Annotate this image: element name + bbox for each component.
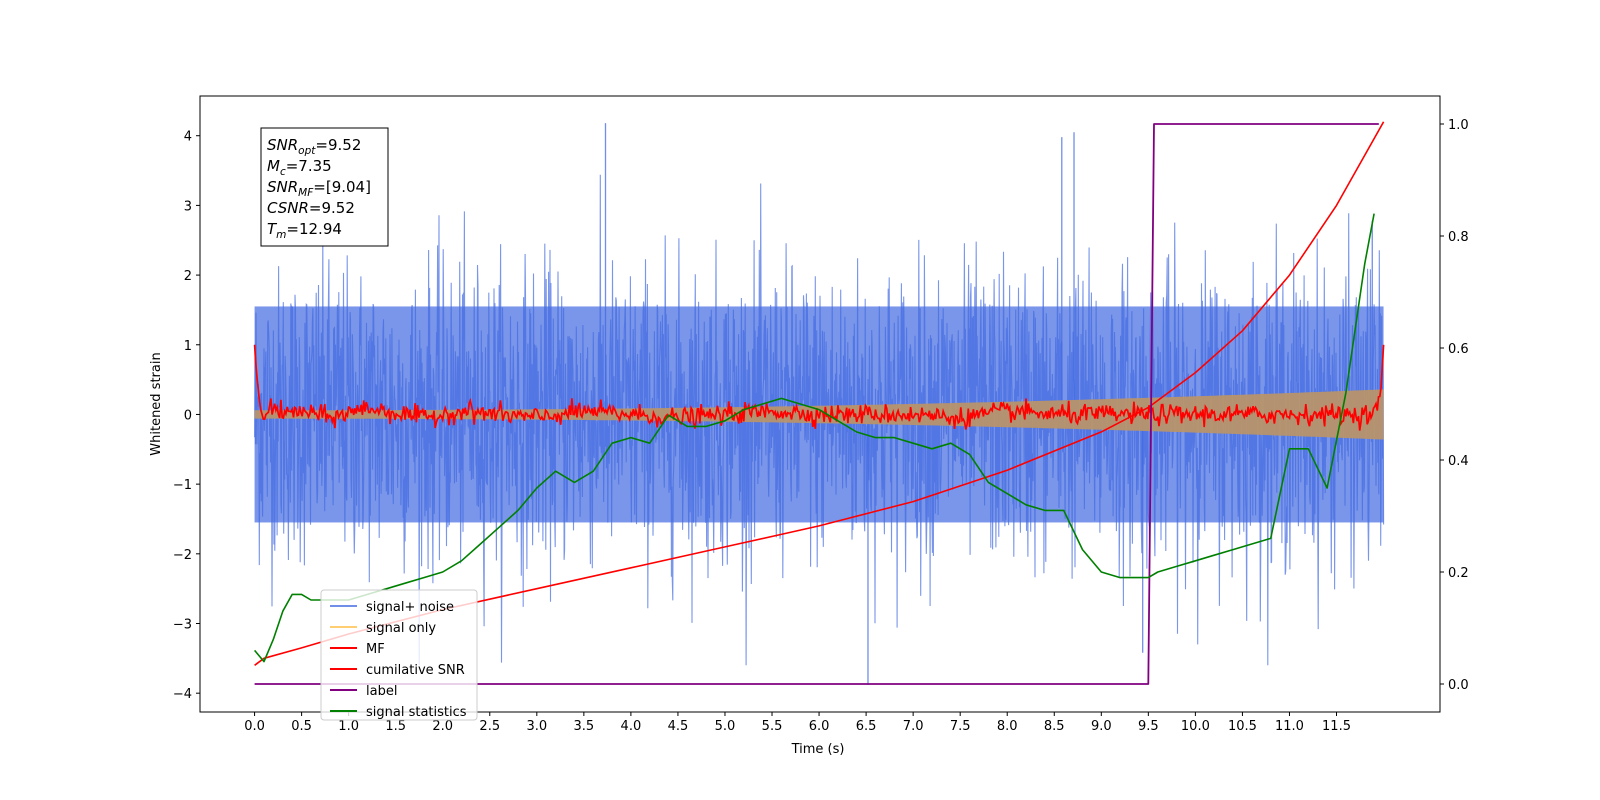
x-tick-label-18: 9.0 <box>1091 719 1112 734</box>
y2-tick-label-4: 0.8 <box>1448 230 1469 245</box>
annotation-line-2: SNRMF=[9.04] <box>267 178 371 199</box>
y-axis-label: Whitened strain <box>149 352 164 455</box>
x-tick-label-5: 2.5 <box>479 719 500 734</box>
x-tick-label-10: 5.0 <box>715 719 736 734</box>
y-tick-label-0: −4 <box>173 687 192 702</box>
x-tick-label-21: 10.5 <box>1228 719 1257 734</box>
x-tick-label-14: 7.0 <box>903 719 924 734</box>
legend-label-5: signal statistics <box>366 705 467 720</box>
y2-tick-label-5: 1.0 <box>1448 118 1469 133</box>
x-axis: 0.0 0.5 1.0 1.5 2.0 2.5 3.0 3.5 4.0 4.5 5.0 5.5 6.0 6… <box>244 712 1351 734</box>
annotation-line-4: Tm=12.94 <box>267 220 342 241</box>
x-tick-label-13: 6.5 <box>856 719 877 734</box>
x-tick-label-12: 6.0 <box>809 719 830 734</box>
y-axis-left: −4 −3 −2 −1 0 1 2 3 4 <box>173 130 200 702</box>
y-tick-label-7: 3 <box>184 199 192 214</box>
x-tick-label-1: 0.5 <box>291 719 312 734</box>
series-label <box>254 123 1379 685</box>
x-tick-label-15: 7.5 <box>950 719 971 734</box>
x-tick-label-11: 5.5 <box>762 719 783 734</box>
x-tick-label-3: 1.5 <box>385 719 406 734</box>
x-tick-label-7: 3.5 <box>574 719 595 734</box>
legend: signal+ noise signal only MF cumilative SNR… <box>320 589 478 721</box>
x-tick-label-0: 0.0 <box>244 719 265 734</box>
x-tick-label-17: 8.5 <box>1044 719 1065 734</box>
legend-frame <box>320 589 478 721</box>
x-tick-label-4: 2.0 <box>432 719 453 734</box>
legend-label-3: cumilative SNR <box>366 663 465 678</box>
y2-tick-label-3: 0.6 <box>1448 342 1469 357</box>
legend-label-1: signal only <box>366 621 436 636</box>
annotation-line-0: SNRopt=9.52 <box>267 136 361 157</box>
y2-tick-label-2: 0.4 <box>1448 454 1469 469</box>
y-tick-label-8: 4 <box>184 130 192 145</box>
y-tick-label-1: −3 <box>173 618 192 633</box>
x-tick-label-22: 11.0 <box>1275 719 1304 734</box>
x-tick-label-6: 3.0 <box>526 719 547 734</box>
y-tick-label-6: 2 <box>184 269 192 284</box>
annotation-line-3: CSNR=9.52 <box>267 199 355 217</box>
y-axis-right: 0.0 0.2 0.4 0.6 0.8 1.0 <box>1440 118 1469 693</box>
x-tick-label-9: 4.5 <box>668 719 689 734</box>
legend-label-4: label <box>366 684 397 699</box>
y-tick-label-3: −1 <box>173 478 192 493</box>
x-tick-label-23: 11.5 <box>1322 719 1351 734</box>
x-tick-label-8: 4.0 <box>621 719 642 734</box>
axes-frame <box>199 95 1441 713</box>
y-tick-label-4: 0 <box>184 408 192 423</box>
legend-label-0: signal+ noise <box>366 600 454 615</box>
annotation-frame <box>260 127 389 247</box>
y2-tick-label-1: 0.2 <box>1448 566 1469 581</box>
plot-area <box>253 121 1385 685</box>
x-tick-label-19: 9.5 <box>1138 719 1159 734</box>
annotation-line-1: Mc=7.35 <box>267 157 332 178</box>
x-axis-label: Time (s) <box>791 742 845 757</box>
legend-label-2: MF <box>366 642 385 657</box>
y-tick-label-5: 1 <box>184 339 192 354</box>
y2-tick-label-0: 0.0 <box>1448 678 1469 693</box>
x-tick-label-2: 1.0 <box>338 719 359 734</box>
series-mf <box>253 344 1385 431</box>
y-tick-label-2: −2 <box>173 548 192 563</box>
x-tick-label-16: 8.0 <box>997 719 1018 734</box>
x-tick-label-20: 10.0 <box>1181 719 1210 734</box>
